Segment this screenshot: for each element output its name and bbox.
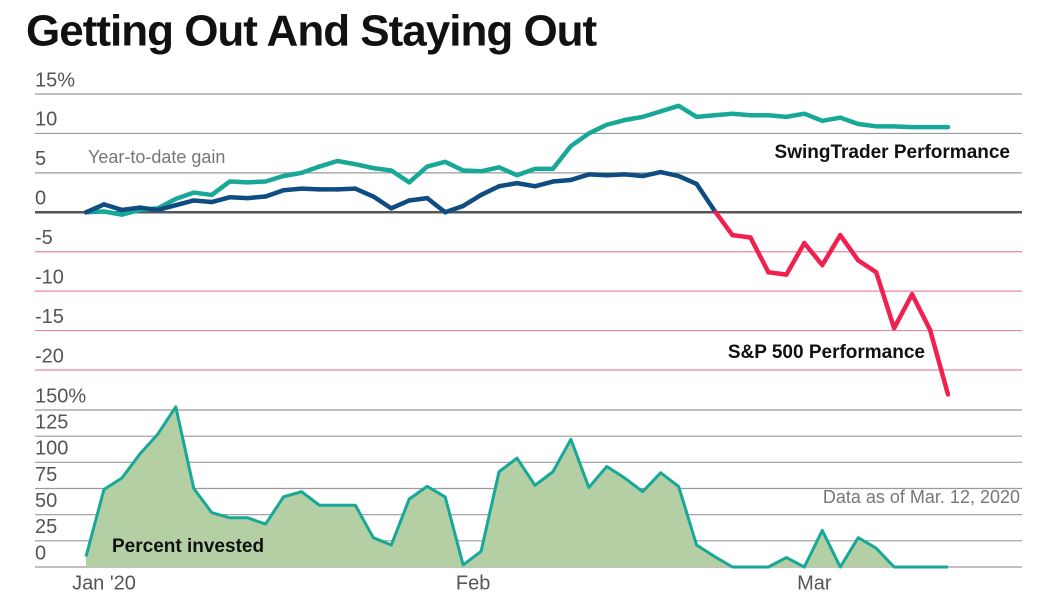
series-segment [838,232,861,263]
y-tick-label: 0 [35,542,46,564]
y-tick-label: -20 [35,345,64,367]
y-tick-label: 150% [35,385,86,407]
series-segment [658,169,681,179]
series-segment [855,258,879,275]
series-segment [514,180,538,189]
y-tick-label: 10 [35,109,57,131]
series-segment [389,198,412,211]
series-segment [353,186,376,199]
series-segment [263,187,286,199]
series-segment [191,198,214,205]
series-segment [622,172,645,179]
y-tick-label: -5 [35,227,53,249]
x-tick-label: Mar [797,572,832,594]
y-tick-label: 100 [35,438,68,460]
series-segment [371,194,394,211]
series-segment [927,327,951,397]
series-segment [299,186,322,192]
y-tick-label: -15 [35,306,64,328]
series-segment [460,192,484,209]
series-segment [550,177,574,184]
area [86,406,948,567]
series-segment [694,181,717,213]
series-segment [83,202,107,215]
series-segment [586,172,610,178]
series-segment [407,195,430,203]
y-tick-label: 25 [35,516,57,538]
series-segment [568,172,592,183]
series-segment [137,205,161,213]
series-segment [119,205,143,213]
series-label: S&P 500 Performance [728,342,925,363]
series-segment [245,194,268,201]
y-tick-label: 15% [35,69,75,91]
x-tick-label: Jan '20 [72,572,136,594]
series-segment [442,203,466,215]
y-tick-label: 5 [35,148,46,170]
series-segment [173,198,196,208]
series-segment [101,202,125,213]
series-segment [424,195,448,215]
y-tick-label: 75 [35,464,57,486]
series-line [83,103,951,217]
series-segment [802,240,825,268]
series-segment [909,292,933,333]
series-segment [748,235,771,275]
y-tick-label: 0 [35,188,46,210]
series-segment [640,169,663,179]
series-segment [478,184,502,198]
y-axis-label: Year-to-date gain [88,147,225,167]
series-segment [155,202,179,213]
y-tick-label: 50 [35,490,57,512]
series-segment [891,292,915,331]
series-segment [604,172,627,178]
series-segment [496,180,520,189]
series-segment [281,186,304,193]
x-tick-label: Feb [456,572,490,594]
series-segment [676,173,699,187]
series-label: Percent invested [112,536,264,557]
series-label: SwingTrader Performance [775,142,1010,163]
series-segment [766,269,789,277]
chart-title: Getting Out And Staying Out [26,7,598,56]
series-segment [227,195,250,201]
series-segment [713,210,735,238]
area-line [84,405,948,569]
series-segment [730,232,753,240]
series-segment [209,195,232,205]
series-segment [873,269,897,331]
y-tick-label: -10 [35,266,64,288]
y-tick-label: 125 [35,411,68,433]
series-segment [820,232,843,268]
series-segment [784,240,807,277]
series-segment [532,179,556,189]
series-segment [335,186,358,192]
annotation: Data as of Mar. 12, 2020 [823,487,1020,507]
